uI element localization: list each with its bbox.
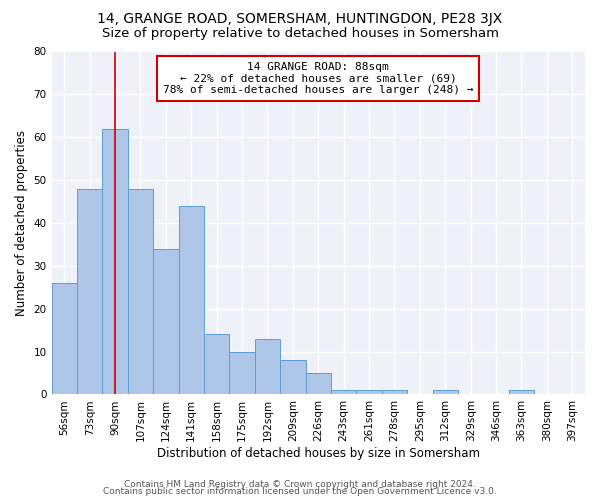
Bar [179, 206, 204, 394]
Text: 14 GRANGE ROAD: 88sqm
← 22% of detached houses are smaller (69)
78% of semi-deta: 14 GRANGE ROAD: 88sqm ← 22% of detached … [163, 62, 473, 95]
Bar [128, 188, 153, 394]
Bar [280, 360, 305, 394]
Text: Contains public sector information licensed under the Open Government Licence v3: Contains public sector information licen… [103, 487, 497, 496]
Text: Contains HM Land Registry data © Crown copyright and database right 2024.: Contains HM Land Registry data © Crown c… [124, 480, 476, 489]
Bar [204, 334, 229, 394]
Bar [356, 390, 382, 394]
Bar [305, 373, 331, 394]
Bar [52, 283, 77, 395]
Bar [153, 248, 179, 394]
X-axis label: Distribution of detached houses by size in Somersham: Distribution of detached houses by size … [157, 447, 480, 460]
Bar [509, 390, 534, 394]
Bar [255, 338, 280, 394]
Bar [77, 188, 103, 394]
Bar [433, 390, 458, 394]
Y-axis label: Number of detached properties: Number of detached properties [15, 130, 28, 316]
Bar [229, 352, 255, 395]
Text: Size of property relative to detached houses in Somersham: Size of property relative to detached ho… [101, 28, 499, 40]
Bar [331, 390, 356, 394]
Bar [103, 128, 128, 394]
Text: 14, GRANGE ROAD, SOMERSHAM, HUNTINGDON, PE28 3JX: 14, GRANGE ROAD, SOMERSHAM, HUNTINGDON, … [97, 12, 503, 26]
Bar [382, 390, 407, 394]
